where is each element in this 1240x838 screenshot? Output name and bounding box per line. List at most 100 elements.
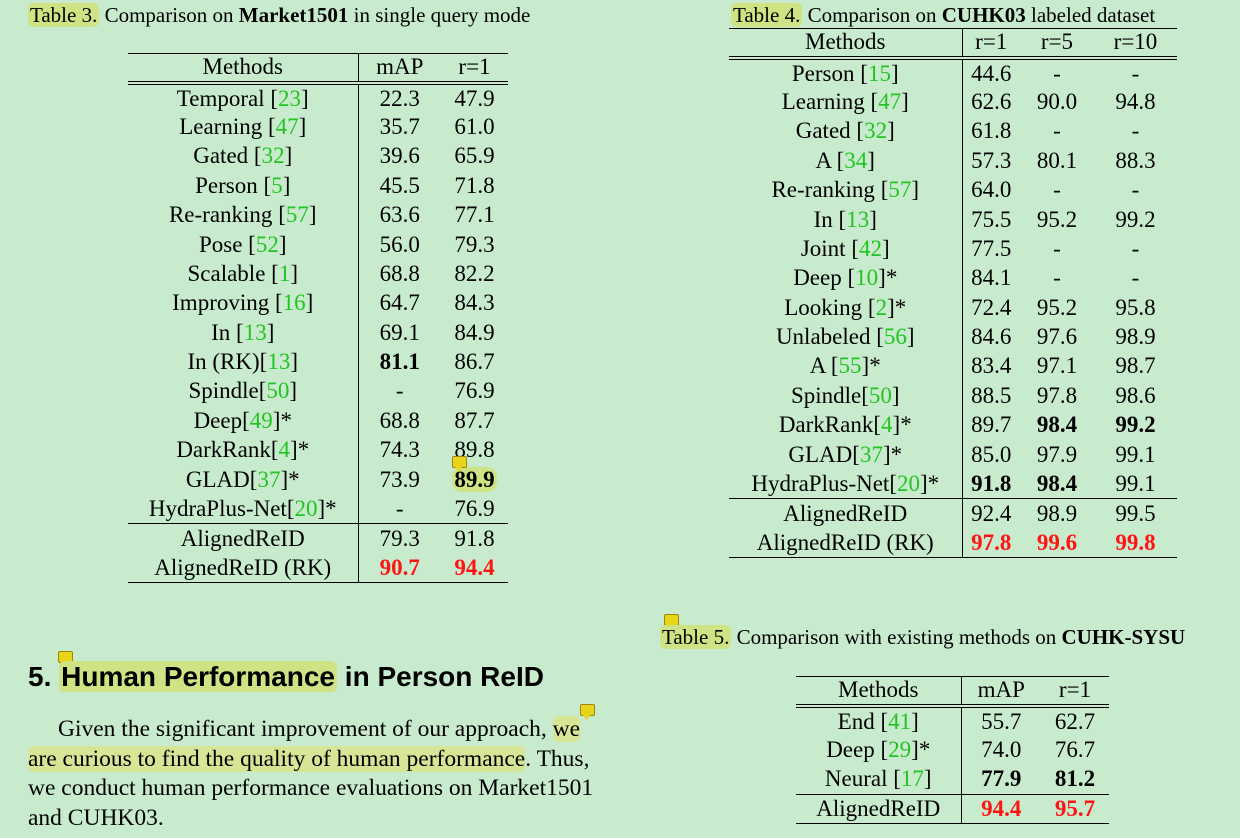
citation-link[interactable]: 34 [844, 147, 868, 173]
value-cell: 98.4 [1036, 470, 1078, 496]
citation-link[interactable]: 13 [243, 319, 267, 345]
table-row: In [13] 69.1 84.9 [128, 318, 508, 348]
citation-link[interactable]: 16 [282, 290, 306, 316]
method-cell: AlignedReID [729, 498, 963, 529]
value-cell: 62.7 [1054, 708, 1096, 734]
citation-link[interactable]: 23 [278, 85, 302, 111]
citation-link[interactable]: 20 [896, 470, 920, 496]
citation-link[interactable]: 29 [888, 736, 912, 762]
value-cell: 81.2 [1054, 766, 1096, 792]
method-name: HydraPlus-Net [148, 495, 287, 521]
citation-link[interactable]: 32 [261, 143, 285, 169]
header-methods: Methods [128, 52, 359, 85]
value-cell: 77.9 [981, 766, 1022, 792]
citation-link[interactable]: 50 [266, 378, 290, 404]
method-cell: Looking [2]* [729, 293, 963, 323]
ours-row: AlignedReID 79.3 91.8 [128, 523, 508, 554]
citation-link[interactable]: 17 [900, 766, 924, 792]
citation-link[interactable]: 55 [838, 353, 862, 379]
citation-link[interactable]: 47 [275, 113, 299, 139]
table3: Methods mAP r=1 Temporal [23] 22.3 47.9 Lea… [128, 52, 508, 584]
citation-link[interactable]: 50 [868, 382, 892, 408]
value-cell: 82.2 [454, 260, 495, 286]
table-row: Deep [10]* 84.1 - - [729, 263, 1177, 294]
citation-link[interactable]: 1 [278, 260, 291, 286]
citation-link[interactable]: 13 [846, 206, 870, 232]
asterisk-mark: * [900, 412, 912, 438]
method-cell: In [13] [729, 204, 963, 235]
table4-body: Person [15] 44.6 - - Learning [47] 62.6 90.0 94… [729, 57, 1177, 559]
citation-link[interactable]: 20 [294, 495, 318, 521]
method-name: Scalable [187, 260, 266, 286]
citation-link[interactable]: 5 [271, 172, 283, 198]
section-title-highlight[interactable]: Human Performance [59, 661, 338, 692]
section-heading: 5. Human Performance in Person ReID [28, 661, 544, 692]
citation-link[interactable]: 37 [859, 441, 883, 467]
method-name: Gated [193, 143, 249, 169]
table5-header-row: Methods mAP r=1 [796, 675, 1109, 708]
method-cell: Deep [10]* [729, 263, 963, 294]
citation-link[interactable]: 37 [257, 466, 281, 492]
citation-link[interactable]: 57 [888, 177, 912, 203]
method-cell: AlignedReID [796, 793, 962, 824]
citation-link[interactable]: 4 [881, 412, 893, 438]
method-cell: Neural [17] [796, 764, 962, 795]
citation-link[interactable]: 56 [883, 324, 907, 350]
table-row: Looking [2]* 72.4 95.2 95.8 [729, 293, 1177, 323]
highlight-text[interactable]: are curious to find the quality of human… [28, 745, 526, 772]
method-cell: End [41] [796, 705, 962, 736]
citation-link[interactable]: 13 [267, 349, 291, 375]
citation-link[interactable]: 10 [855, 265, 879, 291]
value-cell: 76.7 [1054, 736, 1096, 762]
asterisk-mark: * [297, 437, 310, 463]
value-cell: 76.9 [454, 495, 495, 521]
value-cell: 79.3 [454, 231, 495, 257]
table4-caption-label[interactable]: Table 4. [731, 3, 803, 27]
asterisk-mark: * [869, 353, 881, 379]
method-cell: A [55]* [729, 351, 963, 382]
citation-link[interactable]: 41 [888, 708, 912, 734]
citation-link[interactable]: 49 [249, 407, 273, 433]
header-r1: r=1 [1041, 675, 1109, 708]
highlight-text[interactable]: we [552, 716, 581, 742]
method-cell: Deep[49]* [128, 406, 359, 436]
value-cell: - [1131, 235, 1140, 261]
header-map: mAP [358, 52, 441, 85]
table-row: Improving [16] 64.7 84.3 [128, 288, 508, 319]
citation-link[interactable]: 2 [875, 294, 888, 320]
value-cell: 95.7 [1041, 793, 1109, 824]
method-name: A [809, 353, 826, 379]
value-cell: 84.3 [454, 290, 495, 316]
method-name: Spindle [790, 382, 862, 408]
comment-note-icon[interactable] [580, 704, 595, 720]
value-cell: 57.3 [971, 147, 1012, 173]
value-cell: 64.0 [971, 177, 1012, 203]
table5-caption-label[interactable]: Table 5. [660, 625, 732, 649]
citation-link[interactable]: 32 [864, 118, 888, 144]
comment-note-icon[interactable] [452, 456, 467, 472]
value-cell: 77.5 [971, 235, 1012, 261]
value-cell: 87.7 [454, 407, 495, 433]
table3-caption-label[interactable]: Table 3. [28, 3, 100, 27]
value-cell: 22.3 [379, 85, 420, 111]
citation-link[interactable]: 42 [858, 235, 882, 261]
citation-link[interactable]: 52 [255, 231, 279, 257]
method-name: Person [195, 172, 258, 198]
value-cell: - [395, 378, 404, 404]
method-name: Improving [172, 290, 270, 316]
value-cell: 65.9 [454, 143, 495, 169]
para-line: Given the significant improvement of our… [58, 716, 581, 742]
method-cell: Joint [42] [729, 234, 963, 264]
value-cell: 92.4 [962, 498, 1020, 529]
value-cell: 98.9 [1115, 324, 1156, 350]
table-row: Temporal [23] 22.3 47.9 [128, 82, 508, 113]
citation-link[interactable]: 15 [867, 60, 891, 86]
citation-link[interactable]: 47 [878, 88, 902, 114]
value-cell: 99.2 [1115, 412, 1156, 438]
value-cell: 74.0 [981, 736, 1022, 762]
value-cell: 61.0 [454, 113, 495, 139]
ours-row: AlignedReID (RK) 97.8 99.6 99.8 [729, 528, 1177, 559]
value-cell: 99.8 [1094, 528, 1177, 559]
citation-link[interactable]: 4 [278, 437, 291, 463]
citation-link[interactable]: 57 [285, 202, 309, 228]
